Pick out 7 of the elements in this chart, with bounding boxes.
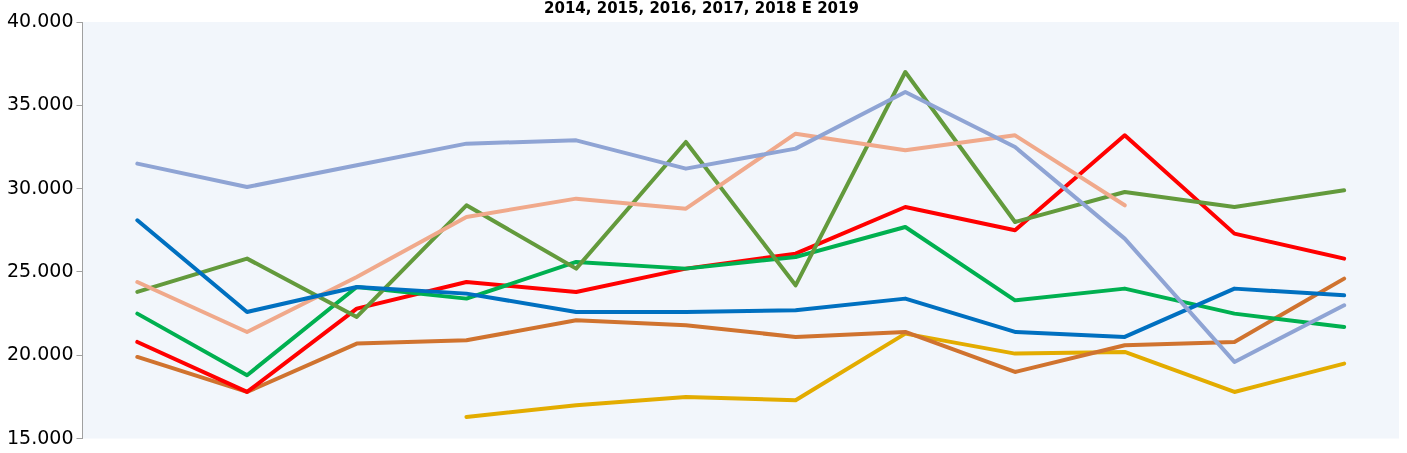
y-tick-label: 15.000 bbox=[7, 425, 74, 448]
y-tick-label: 25.000 bbox=[7, 258, 74, 281]
y-tick-label: 35.000 bbox=[7, 92, 74, 115]
chart-title: 2014, 2015, 2016, 2017, 2018 E 2019 bbox=[544, 0, 859, 17]
y-tick-label: 20.000 bbox=[7, 342, 74, 365]
y-tick-label: 40.000 bbox=[7, 8, 74, 31]
y-tick-label: 30.000 bbox=[7, 175, 74, 198]
